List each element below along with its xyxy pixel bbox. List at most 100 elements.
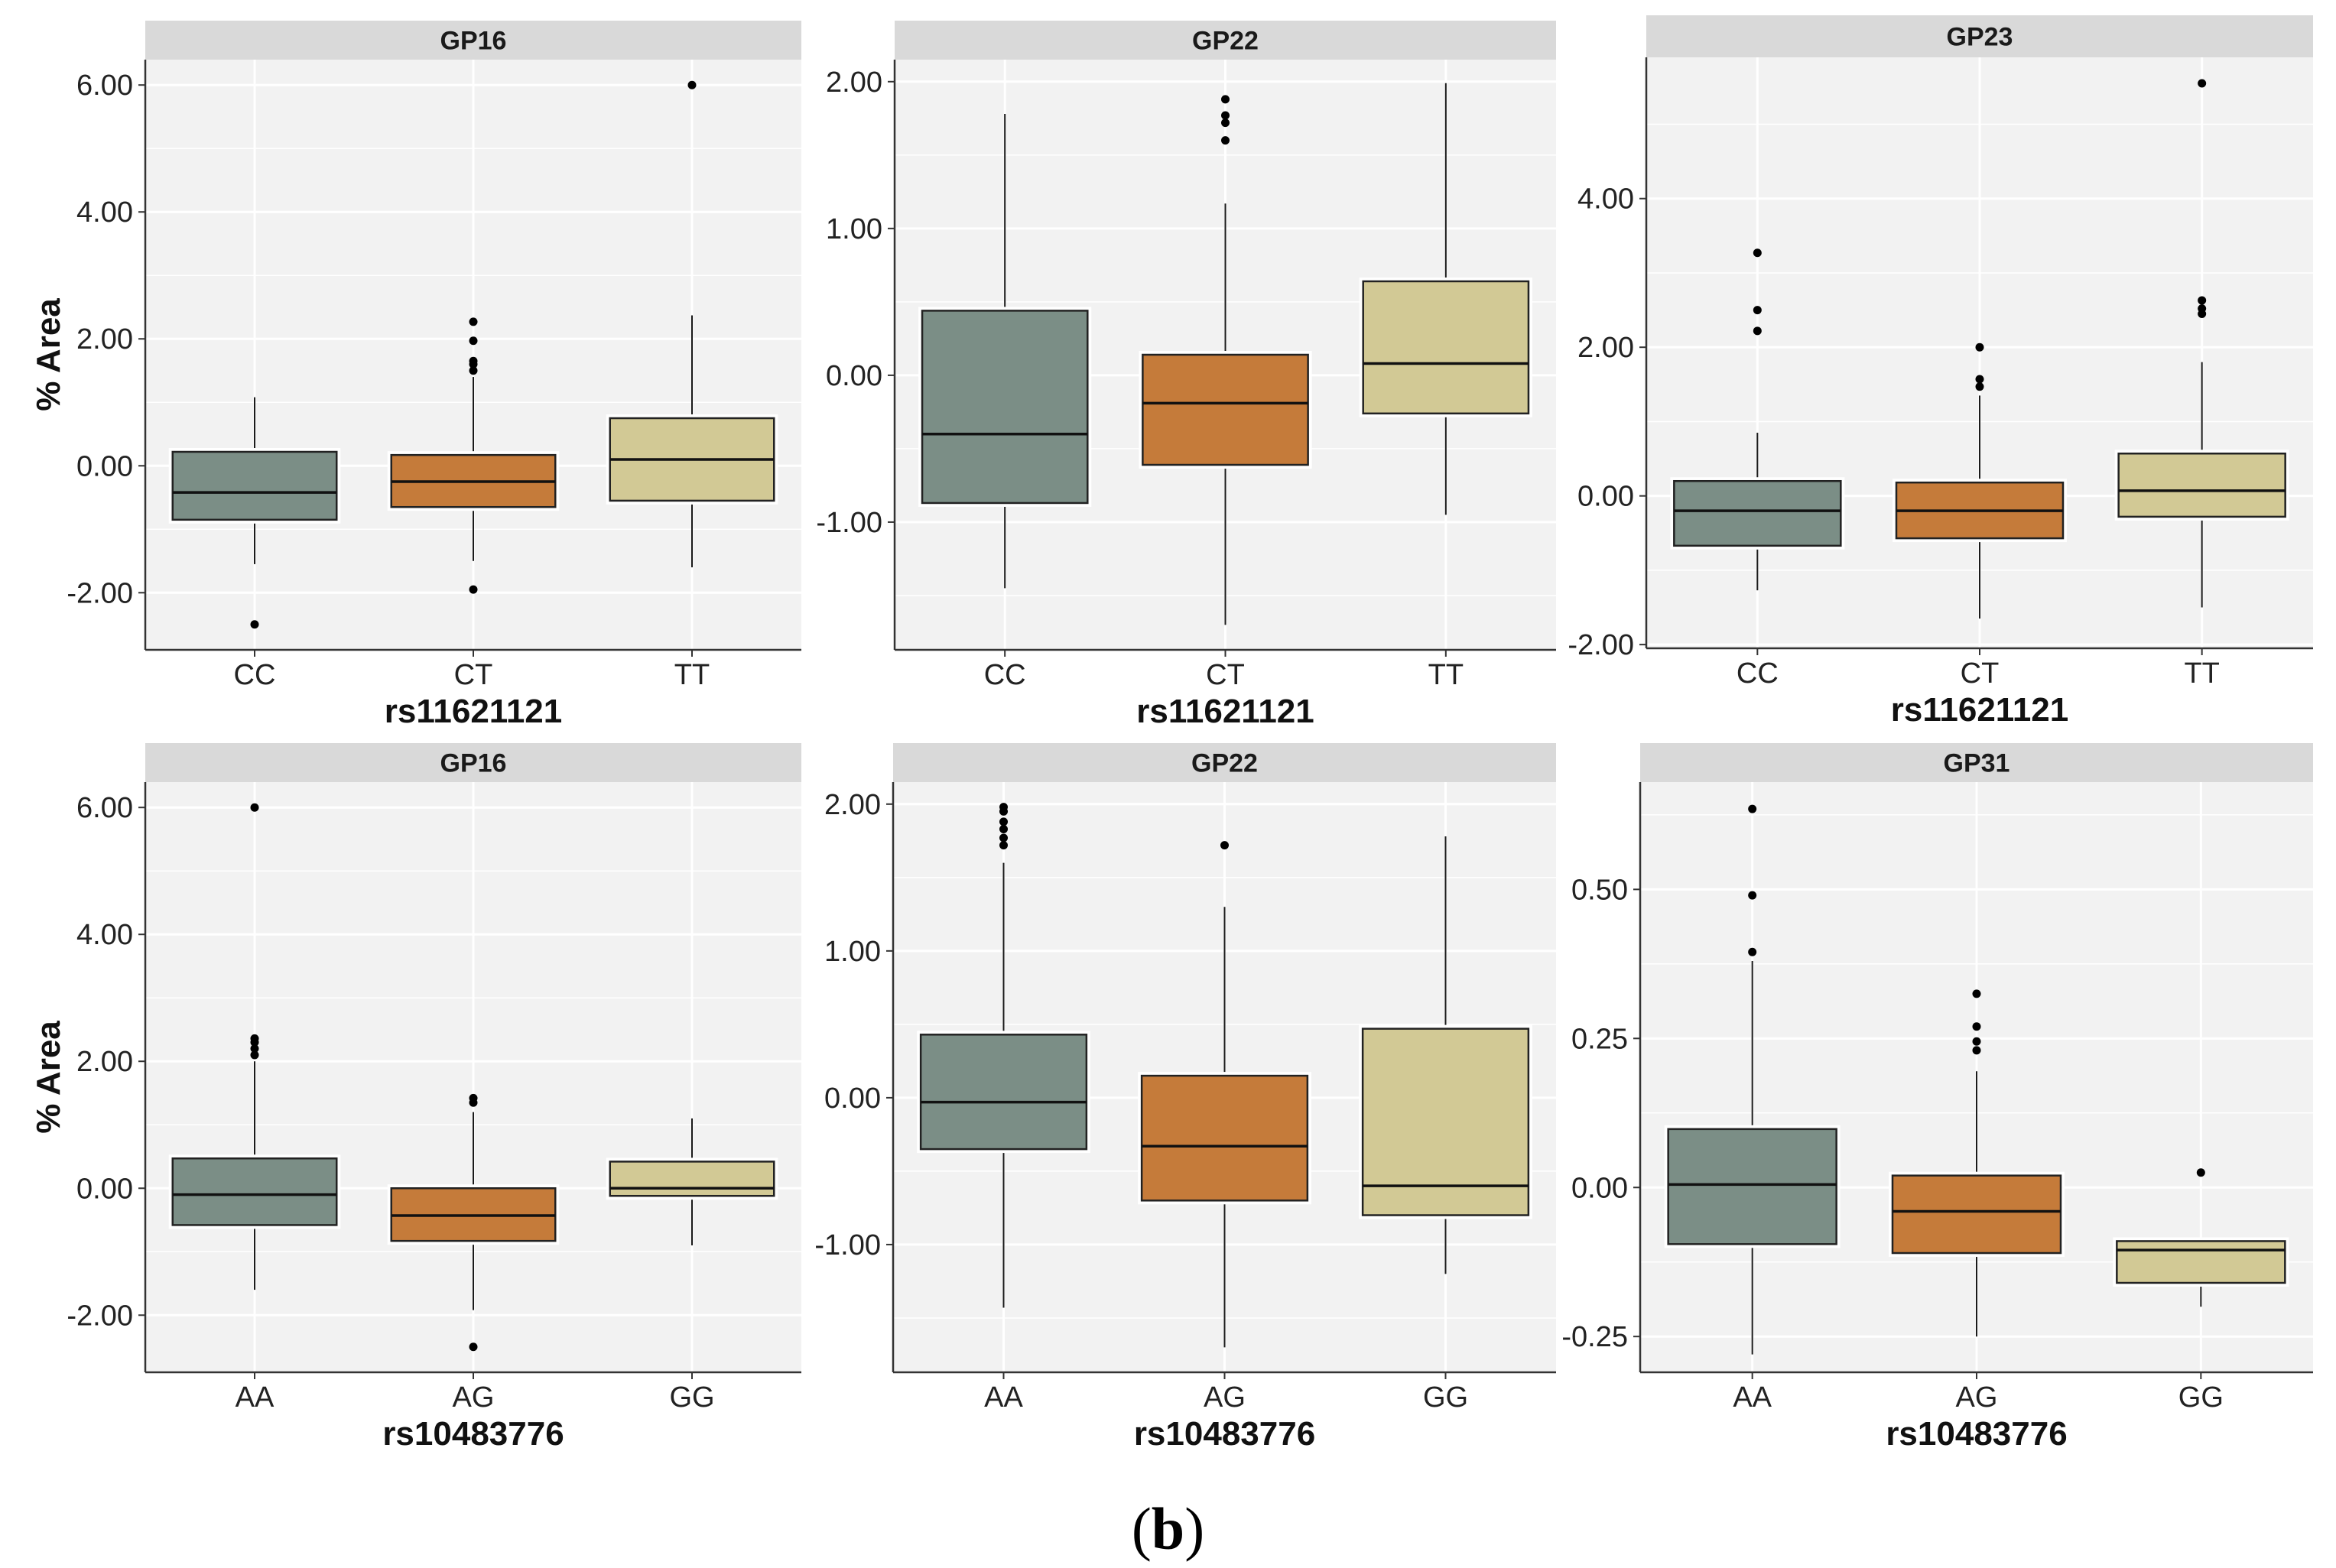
box-aa	[917, 803, 1090, 1308]
y-tick-label: 0.00	[1571, 1172, 1628, 1204]
box-cc	[1670, 248, 1845, 591]
outlier-point	[469, 1342, 478, 1352]
caption-open-paren: (	[1131, 1495, 1152, 1562]
y-tick-label: 1.00	[824, 936, 881, 968]
y-tick-label: -1.00	[814, 1229, 881, 1261]
outlier-point	[1221, 95, 1230, 104]
y-tick-label: 6.00	[76, 70, 133, 102]
y-tick-label: -2.00	[1568, 629, 1634, 661]
outlier-point	[250, 620, 259, 629]
box-iqr	[2117, 453, 2286, 518]
outlier-point	[469, 336, 478, 346]
box-aa	[1664, 804, 1841, 1355]
x-axis-title: rs11621121	[1136, 693, 1314, 730]
y-axis-title: % Area	[30, 298, 67, 411]
box-gg	[2113, 1168, 2289, 1307]
box-iqr	[1140, 1074, 1309, 1202]
x-axis-title: rs10483776	[1886, 1415, 2067, 1453]
y-axis-title: % Area	[30, 1021, 67, 1134]
y-tick-label: 0.25	[1571, 1023, 1628, 1055]
outlier-point	[2198, 296, 2207, 305]
box-iqr	[919, 1034, 1088, 1151]
box-gg	[606, 1118, 778, 1245]
y-tick-label: 2.00	[76, 1046, 133, 1078]
y-tick-label: 2.00	[826, 67, 882, 99]
outlier-point	[469, 1093, 478, 1102]
box-iqr	[1891, 1174, 2062, 1255]
y-tick-label: 0.00	[826, 360, 882, 392]
outlier-point	[1975, 342, 1984, 352]
panel-title: GP22	[1191, 749, 1258, 778]
panel-title: GP31	[1944, 749, 2010, 778]
outlier-point	[687, 80, 697, 89]
y-tick-label: 1.00	[826, 213, 882, 245]
outlier-point	[2198, 304, 2207, 313]
x-tick-label: CC	[234, 659, 276, 691]
y-tick-label: 4.00	[76, 196, 133, 229]
box-tt	[1359, 83, 1532, 515]
box-iqr	[2116, 1240, 2286, 1284]
y-tick-label: 0.50	[1571, 874, 1628, 906]
outlier-point	[469, 317, 478, 326]
outlier-point	[1972, 1046, 1981, 1055]
panel-1: GP16 -2.00 0.00 2.00 4.00 6.00 CC CT TT rs1162112…	[30, 21, 801, 730]
x-tick-label: TT	[2184, 657, 2219, 690]
box-cc	[168, 397, 341, 629]
panel-strip	[1646, 15, 2313, 57]
x-tick-label: GG	[1423, 1381, 1468, 1414]
x-tick-label: CT	[1961, 657, 2000, 690]
box-iqr	[921, 310, 1089, 505]
outlier-point	[250, 1034, 259, 1043]
y-tick-label: 2.00	[76, 323, 133, 355]
outlier-point	[1220, 841, 1229, 850]
outlier-point	[469, 356, 478, 365]
outlier-point	[999, 841, 1008, 850]
panel-strip	[895, 21, 1556, 60]
panel-5: GP22 -1.00 0.00 1.00 2.00 AA AG GG rs10483776	[814, 743, 1556, 1453]
box-tt	[2114, 79, 2289, 608]
x-tick-label: AG	[1204, 1381, 1246, 1414]
box-ag	[1138, 841, 1311, 1348]
box-iqr	[609, 1161, 775, 1197]
outlier-point	[250, 1044, 259, 1053]
outlier-point	[999, 833, 1008, 842]
outlier-point	[1221, 111, 1230, 120]
panel-2: GP22 -1.00 0.00 1.00 2.00 CC CT TT rs11621121	[816, 21, 1556, 730]
x-axis-title: rs11621121	[1891, 691, 2069, 729]
x-tick-label: AG	[453, 1381, 495, 1414]
outlier-point	[2198, 79, 2207, 88]
outlier-point	[469, 366, 478, 375]
y-tick-label: -1.00	[816, 507, 882, 539]
y-tick-label: 0.00	[824, 1083, 881, 1115]
box-iqr	[1142, 353, 1309, 466]
outlier-point	[250, 1050, 259, 1060]
outlier-point	[1748, 891, 1757, 900]
outlier-point	[1972, 989, 1981, 998]
box-ag	[387, 1093, 560, 1352]
x-tick-label: CC	[984, 659, 1026, 691]
panel-title: GP16	[440, 27, 507, 56]
x-tick-label: AA	[984, 1381, 1023, 1414]
y-tick-label: 2.00	[824, 789, 881, 821]
x-tick-label: CT	[454, 659, 493, 691]
outlier-point	[1753, 306, 1762, 315]
x-axis-title: rs10483776	[382, 1415, 564, 1453]
x-tick-label: AA	[1733, 1381, 1772, 1414]
y-tick-label: 0.00	[76, 1173, 133, 1205]
panel-strip	[893, 743, 1556, 782]
box-iqr	[171, 450, 338, 521]
y-tick-label: 2.00	[1577, 332, 1634, 364]
panel-6: GP31 -0.25 0.00 0.25 0.50 AA AG GG rs10483776	[1561, 743, 2313, 1453]
outlier-point	[250, 803, 259, 812]
x-tick-label: TT	[674, 659, 710, 691]
panel-4: GP16 -2.00 0.00 2.00 4.00 6.00 AA AG GG rs1048377…	[30, 743, 801, 1453]
box-ag	[1889, 989, 2065, 1337]
panel-strip	[145, 21, 801, 60]
x-tick-label: CC	[1737, 657, 1779, 690]
box-ct	[1139, 95, 1312, 625]
y-tick-label: 6.00	[76, 792, 133, 824]
caption-close-paren: )	[1184, 1495, 1205, 1562]
outlier-point	[1221, 118, 1230, 128]
outlier-point	[999, 824, 1008, 833]
